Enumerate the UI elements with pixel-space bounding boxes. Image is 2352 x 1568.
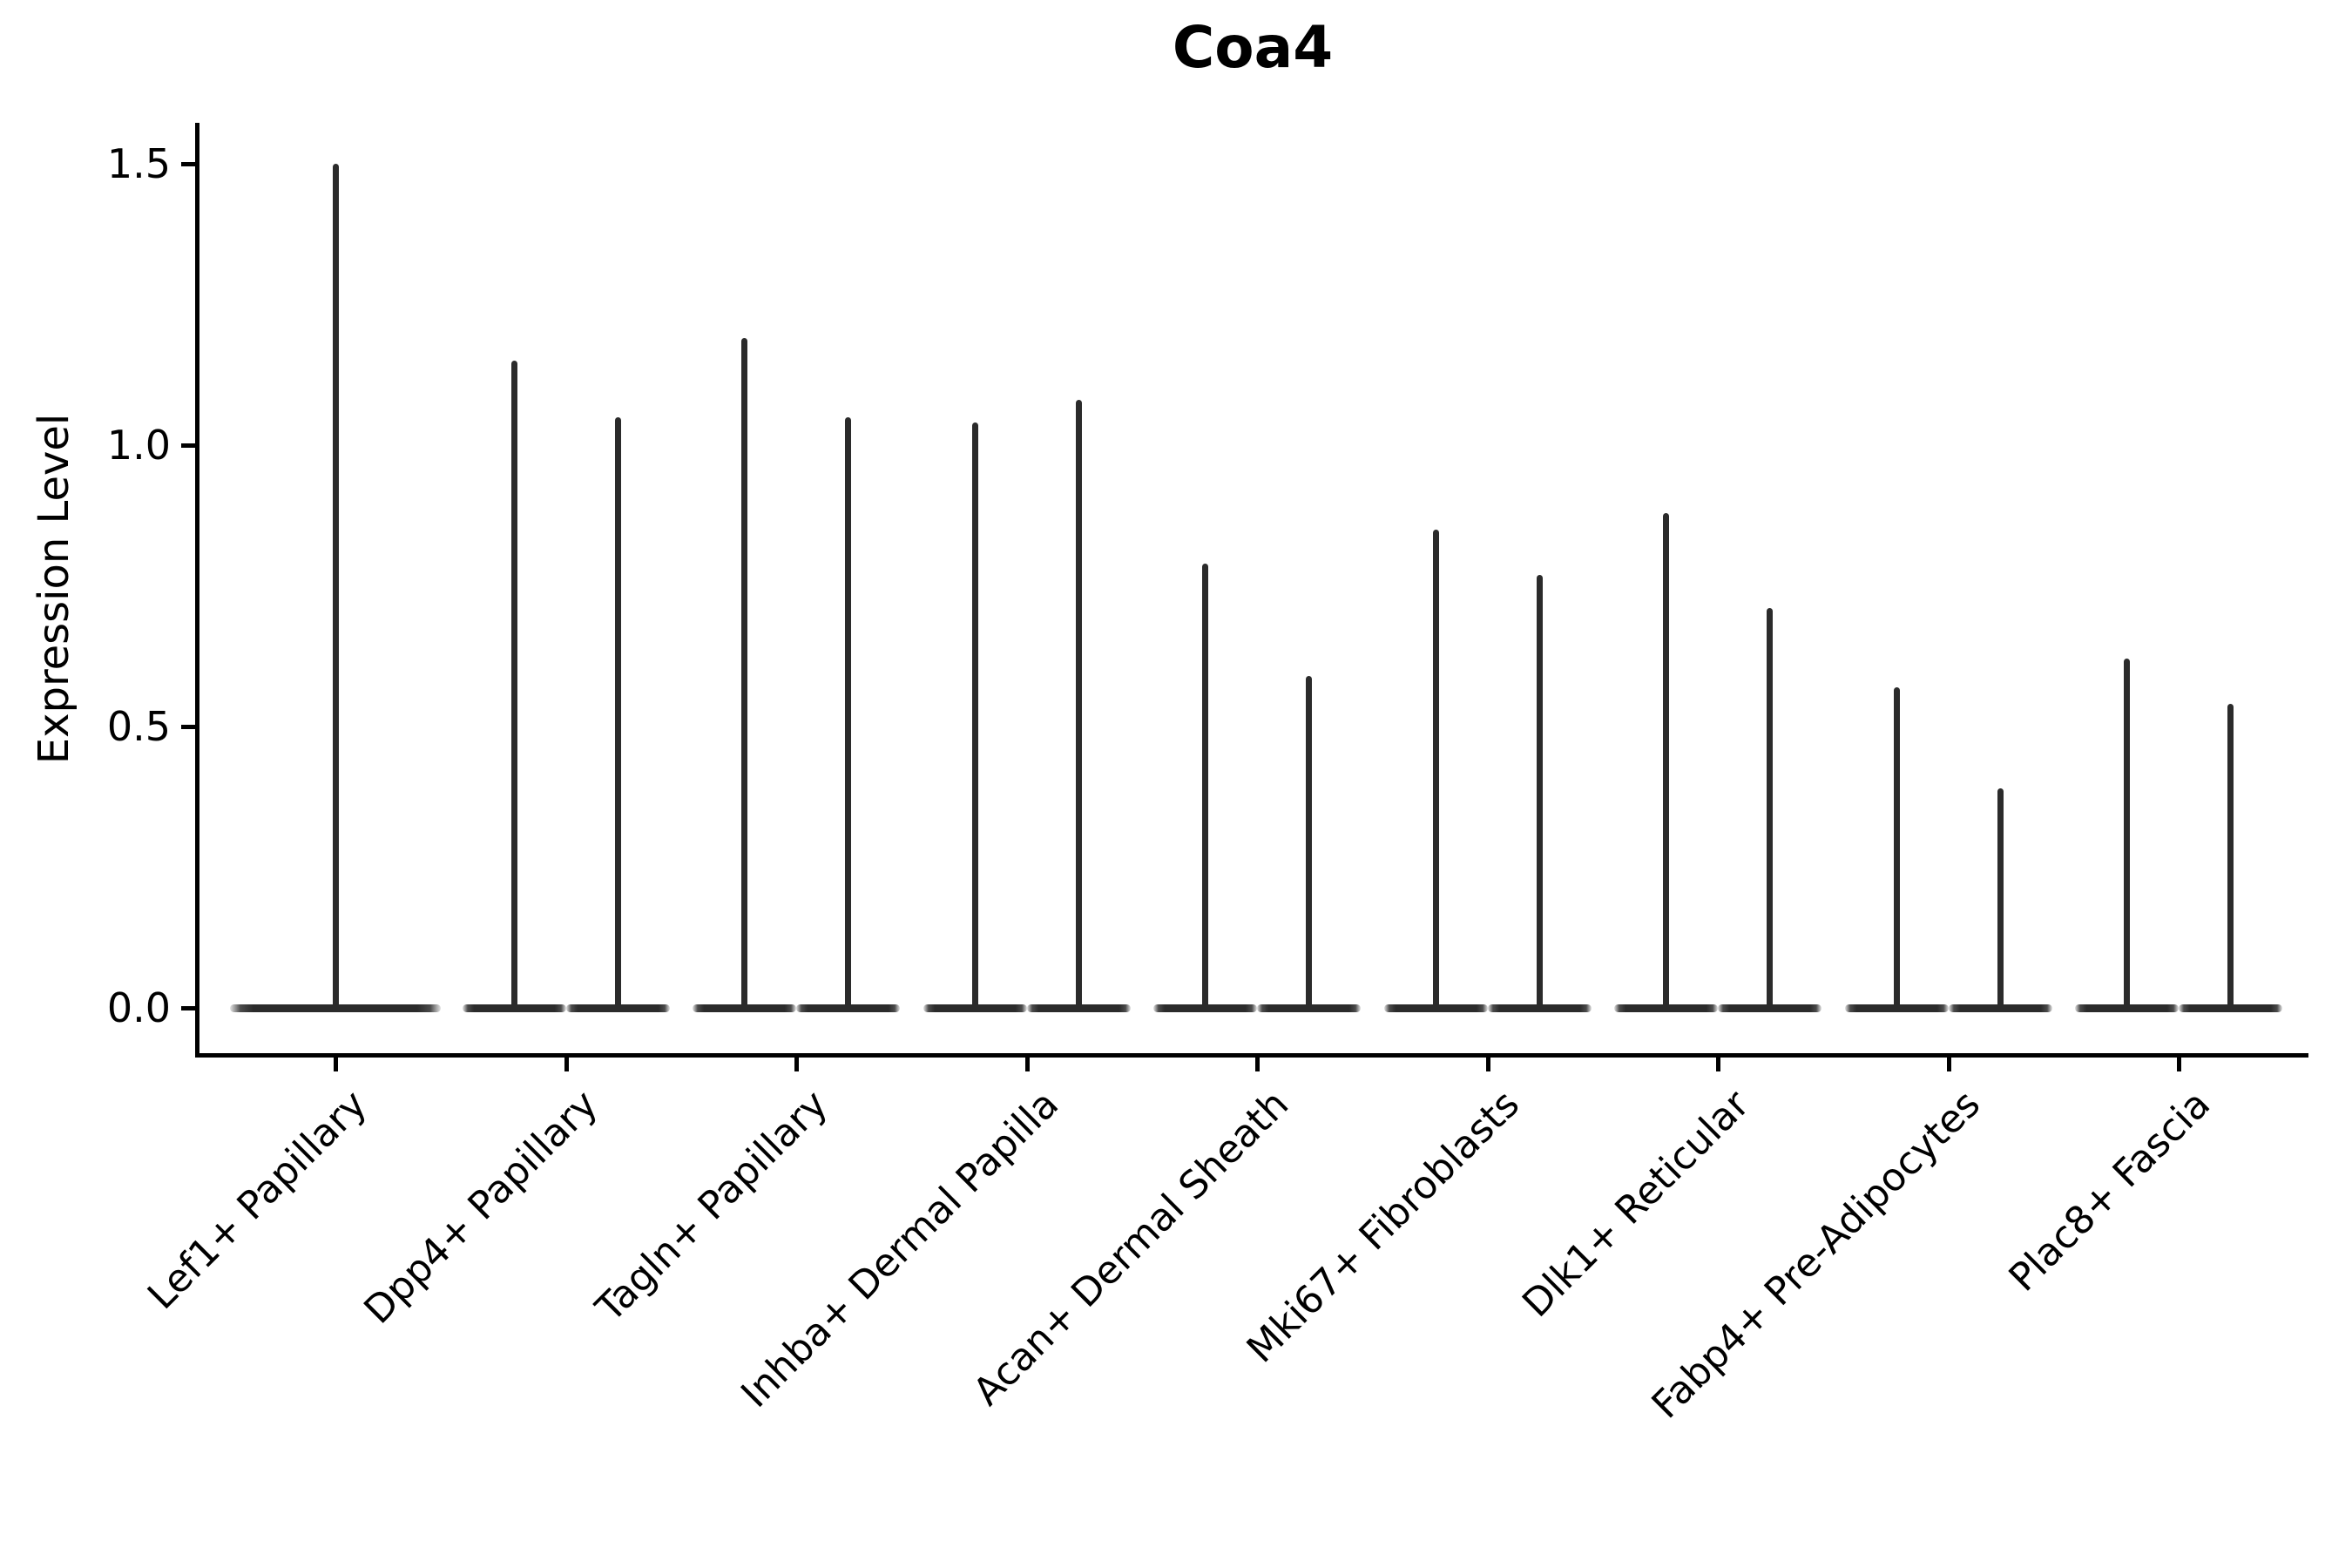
x-tick-mark [1716,1053,1720,1071]
x-tick-mark [1485,1053,1490,1071]
violin-spike [845,416,851,1011]
y-tick-mark [181,725,198,729]
x-tick-label: Lef1+ Papillary [139,1082,376,1319]
violin-spike [1893,686,1900,1011]
chart-title: Coa4 [1172,14,1334,81]
y-axis-line [195,123,199,1058]
y-tick-label: 0.0 [106,984,171,1031]
violin-spike [2124,659,2130,1011]
violin-spike [741,338,747,1011]
x-tick-mark [564,1053,569,1071]
y-tick-mark [181,162,198,166]
violin-spike [332,164,339,1011]
x-tick-label: Dlk1+ Reticular [1514,1082,1759,1326]
x-tick-mark [794,1053,799,1071]
violin-spike [1663,512,1669,1011]
x-tick-mark [1024,1053,1030,1071]
y-tick-mark [181,443,198,448]
violin-spike [1306,675,1312,1011]
x-tick-mark [334,1053,338,1071]
violin-spike [971,422,978,1011]
violin-spike [1767,608,1773,1011]
x-tick-label: Tagln+ Papillary [587,1082,837,1331]
x-tick-mark [1946,1053,1951,1071]
x-axis-line [195,1053,2308,1058]
x-tick-label: Dpp4+ Papillary [355,1082,606,1333]
y-tick-label: 0.5 [106,703,171,750]
violin-spike [1075,400,1082,1011]
violin-spike [1536,574,1543,1011]
y-tick-mark [181,1006,198,1010]
violin-spike [1997,788,2004,1011]
violin-spike [1202,563,1208,1011]
violin-spike [1432,529,1439,1011]
violin-spike [510,361,517,1011]
x-tick-mark [1255,1053,1260,1071]
y-tick-label: 1.0 [106,422,171,469]
x-tick-mark [2177,1053,2181,1071]
violin-spike [614,416,621,1011]
x-tick-label: Plac8+ Fascia [2000,1082,2220,1301]
y-tick-label: 1.5 [106,140,171,187]
violin-spike [2227,704,2234,1011]
